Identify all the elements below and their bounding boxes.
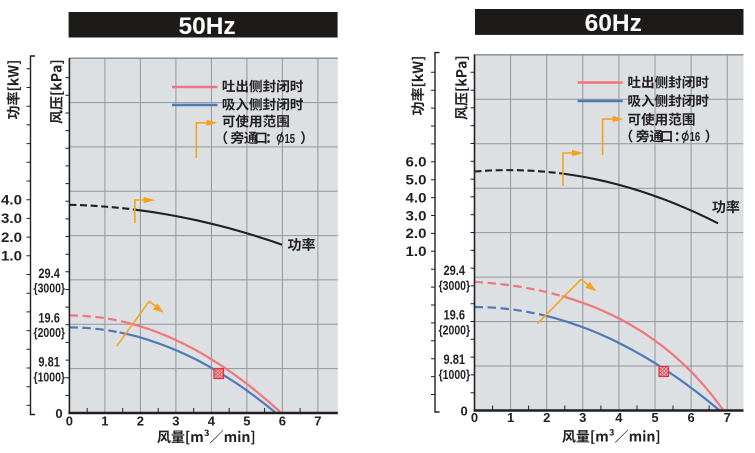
svg-text:0: 0: [55, 406, 62, 421]
svg-text:6.0: 6.0: [406, 155, 427, 170]
svg-text:{1000}: {1000}: [34, 369, 66, 384]
svg-text:2: 2: [543, 410, 550, 425]
svg-text:9.81: 9.81: [38, 355, 60, 370]
svg-text:6: 6: [279, 414, 286, 429]
svg-text:4.0: 4.0: [1, 193, 22, 208]
svg-text:29.4: 29.4: [38, 266, 60, 281]
svg-text:3: 3: [579, 410, 586, 425]
svg-text:19.6: 19.6: [38, 310, 60, 325]
svg-text:4: 4: [208, 414, 216, 429]
svg-text:3.0: 3.0: [406, 208, 427, 223]
svg-text:4: 4: [615, 410, 623, 425]
svg-text:0: 0: [66, 414, 73, 429]
svg-text:{3000}: {3000}: [34, 281, 66, 296]
svg-text:7: 7: [314, 414, 321, 429]
svg-text:0: 0: [471, 410, 478, 425]
svg-text:{3000}: {3000}: [439, 278, 471, 293]
svg-text:{1000}: {1000}: [439, 367, 471, 382]
svg-text:4.0: 4.0: [406, 190, 427, 205]
svg-text:60Hz: 60Hz: [585, 10, 642, 37]
svg-text:1.0: 1.0: [406, 244, 427, 259]
svg-text:16: 16: [690, 130, 701, 144]
svg-text:1: 1: [101, 414, 108, 429]
svg-text:50Hz: 50Hz: [178, 13, 235, 40]
svg-text:5: 5: [243, 414, 250, 429]
svg-text:{2000}: {2000}: [439, 322, 471, 337]
svg-text:15: 15: [285, 132, 296, 146]
svg-text:1.0: 1.0: [1, 249, 22, 264]
svg-text:3: 3: [172, 414, 179, 429]
svg-text:2.0: 2.0: [1, 230, 22, 245]
svg-text:6: 6: [687, 410, 694, 425]
svg-text:0: 0: [460, 403, 467, 418]
svg-text:2.0: 2.0: [406, 226, 427, 241]
svg-text:3.0: 3.0: [1, 211, 22, 226]
svg-text:2: 2: [137, 414, 144, 429]
svg-text:5: 5: [651, 410, 658, 425]
svg-text:9.81: 9.81: [444, 352, 466, 367]
svg-text:{2000}: {2000}: [34, 325, 66, 340]
svg-text:1: 1: [507, 410, 514, 425]
svg-text:19.6: 19.6: [444, 308, 466, 323]
svg-text:7: 7: [724, 410, 731, 425]
svg-text:29.4: 29.4: [444, 263, 466, 278]
svg-text:5.0: 5.0: [406, 173, 427, 188]
